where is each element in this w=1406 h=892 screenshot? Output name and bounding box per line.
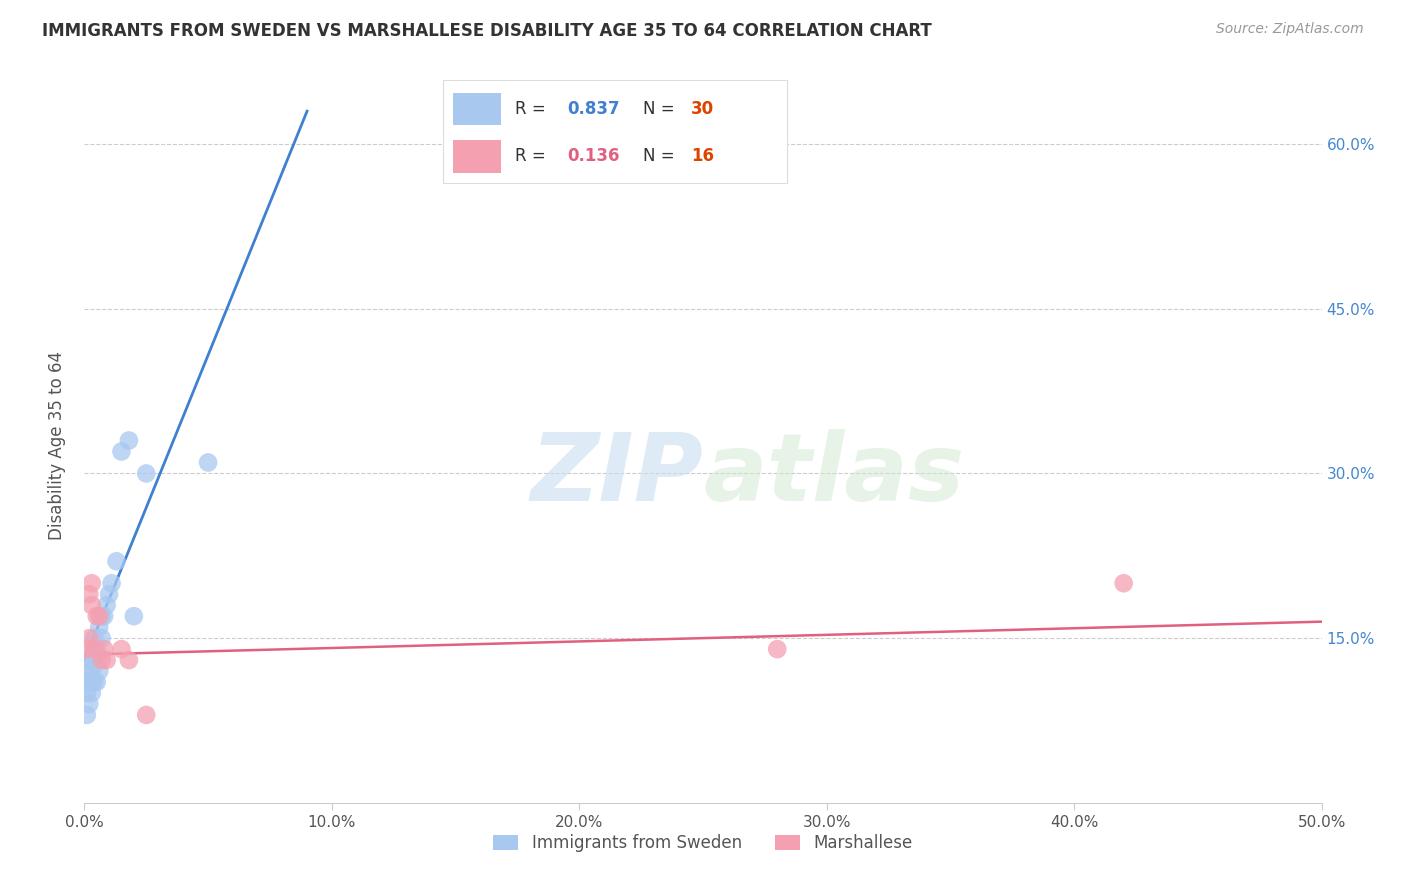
- Point: [79, 664, 101, 678]
- Text: R =: R =: [515, 100, 551, 118]
- Point: [80, 653, 103, 667]
- Point: [90, 609, 112, 624]
- Point: [83, 642, 105, 657]
- Text: 16: 16: [690, 147, 714, 165]
- Text: atlas: atlas: [703, 428, 965, 521]
- Text: IMMIGRANTS FROM SWEDEN VS MARSHALLESE DISABILITY AGE 35 TO 64 CORRELATION CHART: IMMIGRANTS FROM SWEDEN VS MARSHALLESE DI…: [42, 22, 932, 40]
- Point: [89, 620, 111, 634]
- Text: 0.837: 0.837: [567, 100, 620, 118]
- Point: [80, 598, 103, 612]
- Text: N =: N =: [643, 100, 679, 118]
- Point: [96, 653, 118, 667]
- Point: [76, 708, 98, 723]
- Point: [122, 609, 145, 624]
- Point: [86, 642, 108, 657]
- Text: ZIP: ZIP: [530, 428, 703, 521]
- Point: [79, 697, 101, 711]
- Point: [118, 653, 141, 667]
- Point: [93, 642, 115, 657]
- Point: [90, 653, 112, 667]
- Point: [80, 576, 103, 591]
- Point: [76, 686, 98, 700]
- Text: R =: R =: [515, 147, 551, 165]
- Point: [86, 675, 108, 690]
- Bar: [453, 140, 502, 173]
- Point: [93, 609, 115, 624]
- Point: [79, 587, 101, 601]
- Point: [89, 664, 111, 678]
- Point: [766, 642, 789, 657]
- Y-axis label: Disability Age 35 to 64: Disability Age 35 to 64: [48, 351, 66, 541]
- Point: [89, 609, 111, 624]
- Point: [110, 444, 132, 458]
- Point: [1112, 576, 1135, 591]
- Point: [86, 609, 108, 624]
- Point: [83, 642, 105, 657]
- Point: [100, 576, 122, 591]
- Point: [96, 598, 118, 612]
- Point: [79, 653, 101, 667]
- Point: [83, 631, 105, 645]
- Bar: [453, 93, 502, 126]
- Text: 0.136: 0.136: [567, 147, 620, 165]
- Point: [79, 631, 101, 645]
- Point: [83, 675, 105, 690]
- Point: [105, 554, 128, 568]
- Point: [76, 642, 98, 657]
- Point: [135, 708, 157, 723]
- Point: [80, 675, 103, 690]
- Text: N =: N =: [643, 147, 679, 165]
- Point: [80, 664, 103, 678]
- Text: 30: 30: [690, 100, 714, 118]
- Point: [90, 631, 112, 645]
- Point: [86, 653, 108, 667]
- Point: [135, 467, 157, 481]
- Point: [118, 434, 141, 448]
- Text: Source: ZipAtlas.com: Source: ZipAtlas.com: [1216, 22, 1364, 37]
- Point: [110, 642, 132, 657]
- Point: [80, 686, 103, 700]
- Point: [79, 675, 101, 690]
- Legend: Immigrants from Sweden, Marshallese: Immigrants from Sweden, Marshallese: [486, 828, 920, 859]
- Point: [197, 455, 219, 469]
- Point: [98, 587, 121, 601]
